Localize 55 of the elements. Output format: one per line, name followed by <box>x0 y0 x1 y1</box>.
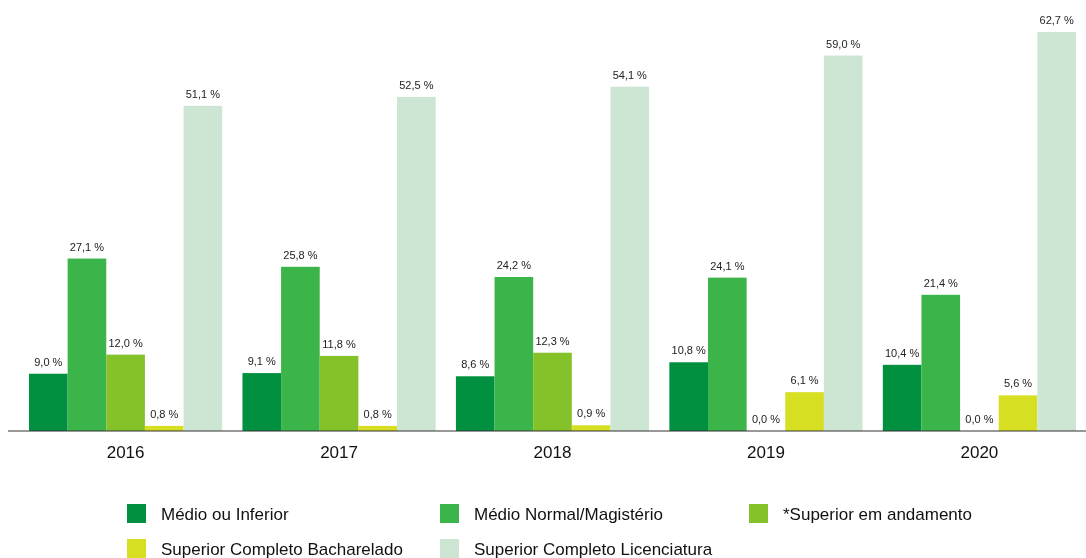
data-label: 59,0 % <box>826 37 861 50</box>
data-label: 6,1 % <box>790 374 819 387</box>
bar <box>1037 32 1076 431</box>
data-label: 12,0 % <box>108 336 143 349</box>
legend-label: *Superior em andamento <box>783 505 973 524</box>
legend-label: Superior Completo Bacharelado <box>161 540 403 558</box>
legend-label: Superior Completo Licenciatura <box>474 540 713 558</box>
data-label: 0,0 % <box>751 413 781 425</box>
bar <box>610 86 650 431</box>
bar <box>823 55 863 431</box>
bar <box>183 105 223 431</box>
bar <box>29 373 68 431</box>
data-label: 62,7 % <box>1039 14 1075 26</box>
x-tick-label: 2018 <box>533 443 572 462</box>
data-label: 0,0 % <box>965 413 994 425</box>
data-label: 5,6 % <box>1003 377 1033 390</box>
data-label: 24,2 % <box>496 259 532 271</box>
data-label: 12,3 % <box>535 334 570 347</box>
data-label: 11,8 % <box>322 337 356 350</box>
data-label: 0,9 % <box>577 407 606 420</box>
data-label: 27,1 % <box>69 240 105 253</box>
bar <box>882 364 922 431</box>
data-label: 25,8 % <box>283 248 318 261</box>
bar <box>106 354 145 431</box>
bar <box>67 258 107 431</box>
bar <box>455 376 495 431</box>
bar <box>669 362 708 431</box>
bar <box>708 277 747 431</box>
bar <box>921 294 961 431</box>
bar <box>998 395 1038 431</box>
data-label: 21,4 % <box>923 276 959 289</box>
bar <box>494 277 534 431</box>
x-tick-label: 2019 <box>747 443 785 462</box>
bar <box>533 352 572 431</box>
x-tick-label: 2016 <box>106 443 145 462</box>
data-label: 0,8 % <box>363 407 392 420</box>
bar <box>242 373 282 431</box>
data-label: 54,1 % <box>612 68 648 81</box>
data-label: 24,1 % <box>710 259 745 272</box>
x-tick-label: 2020 <box>960 443 999 462</box>
bar <box>319 355 359 431</box>
data-label: 9,0 % <box>34 355 63 368</box>
legend-label: Médio Normal/Magistério <box>474 505 663 524</box>
bar <box>281 266 320 431</box>
data-label: 10,4 % <box>885 346 920 359</box>
data-label: 8,6 % <box>461 358 490 371</box>
data-label: 9,1 % <box>247 355 277 368</box>
bar <box>785 392 824 431</box>
data-label: 51,1 % <box>185 87 221 100</box>
data-label: 52,5 % <box>399 78 434 91</box>
bar <box>397 96 436 431</box>
data-label: 10,8 % <box>671 344 707 357</box>
legend-label: Médio ou Inferior <box>161 505 289 524</box>
x-tick-label: 2017 <box>320 443 358 462</box>
data-label: 0,8 % <box>150 407 179 420</box>
